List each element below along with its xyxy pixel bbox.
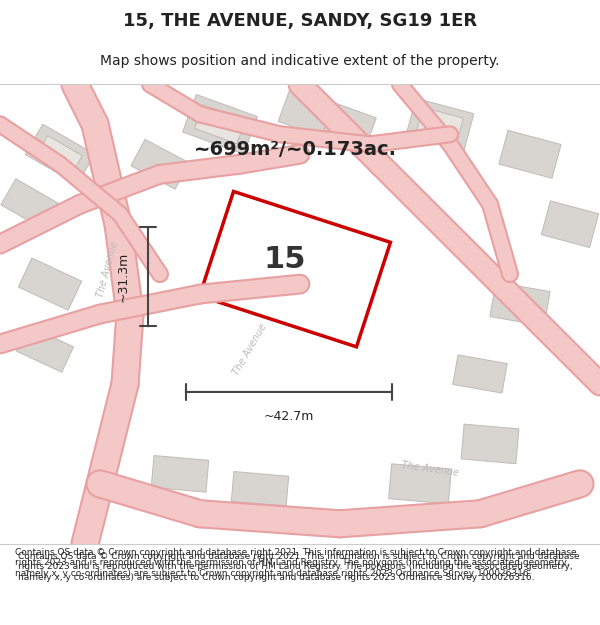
Polygon shape [406,98,474,151]
Polygon shape [461,424,519,464]
Polygon shape [151,456,209,492]
Polygon shape [278,89,342,140]
Polygon shape [389,464,451,504]
Text: ~42.7m: ~42.7m [264,410,314,423]
Polygon shape [231,471,289,506]
Text: ~699m²/~0.173ac.: ~699m²/~0.173ac. [193,140,397,159]
Text: ~31.3m: ~31.3m [117,251,130,302]
Polygon shape [182,94,257,154]
Polygon shape [1,179,59,229]
Polygon shape [131,139,189,189]
Text: The Avenue: The Avenue [95,240,121,298]
Text: Contains OS data © Crown copyright and database right 2021. This information is : Contains OS data © Crown copyright and d… [18,552,580,582]
Polygon shape [19,258,82,310]
Text: Map shows position and indicative extent of the property.: Map shows position and indicative extent… [100,54,500,68]
Polygon shape [16,326,74,372]
Text: 15, THE AVENUE, SANDY, SG19 1ER: 15, THE AVENUE, SANDY, SG19 1ER [123,12,477,30]
Polygon shape [194,105,245,144]
Text: Contains OS data © Crown copyright and database right 2021. This information is : Contains OS data © Crown copyright and d… [15,548,577,578]
Polygon shape [200,191,391,347]
Text: 15: 15 [264,244,306,274]
Polygon shape [416,107,463,141]
Polygon shape [324,102,376,146]
Polygon shape [25,124,95,184]
Polygon shape [38,136,82,173]
Polygon shape [453,355,507,393]
Text: The Avenue: The Avenue [231,321,269,377]
Text: The Avenue: The Avenue [401,460,460,478]
Polygon shape [490,282,550,326]
Polygon shape [499,130,561,178]
Polygon shape [541,201,599,248]
